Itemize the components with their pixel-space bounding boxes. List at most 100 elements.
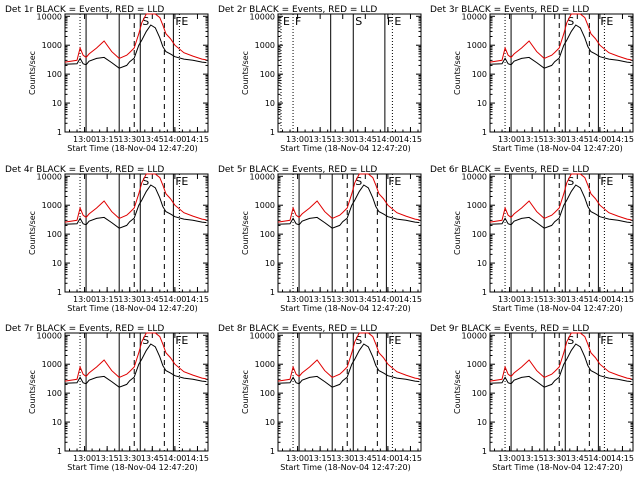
plot-frame bbox=[64, 173, 209, 293]
y-axis-label: Counts/sec bbox=[453, 370, 462, 414]
panel-title: Det 1r BLACK = Events, RED = LLD bbox=[5, 5, 164, 15]
series-line-events bbox=[64, 343, 207, 388]
x-tick-label: 13:15 bbox=[521, 454, 544, 463]
y-axis-label: Counts/sec bbox=[241, 51, 250, 95]
x-tick-label: 13:00 bbox=[498, 135, 521, 144]
y-tick-label: 10000 bbox=[37, 172, 62, 181]
x-axis-label: Start Time (18-Nov-04 12:47:20) bbox=[280, 304, 410, 313]
x-axis-label: Start Time (18-Nov-04 12:47:20) bbox=[492, 304, 622, 313]
x-tick-label: 13:45 bbox=[354, 295, 377, 304]
y-tick-label: 1 bbox=[270, 128, 275, 137]
y-tick-label: 10000 bbox=[462, 172, 487, 181]
y-axis-label: Counts/sec bbox=[28, 211, 37, 255]
x-tick-label: 13:45 bbox=[141, 135, 164, 144]
x-tick-label: 13:30 bbox=[331, 454, 354, 463]
y-tick-label: 10 bbox=[477, 259, 487, 268]
x-axis-label: Start Time (18-Nov-04 12:47:20) bbox=[67, 144, 197, 153]
x-tick-label: 14:00 bbox=[376, 135, 399, 144]
plot-frame bbox=[277, 173, 422, 293]
y-tick-label: 1 bbox=[57, 288, 62, 297]
panel-title: Det 8r BLACK = Events, RED = LLD bbox=[218, 324, 377, 334]
time-marker-label: F bbox=[295, 15, 301, 28]
panel-title: Det 6r BLACK = Events, RED = LLD bbox=[430, 165, 589, 175]
x-axis-label: Start Time (18-Nov-04 12:47:20) bbox=[492, 463, 622, 472]
x-axis-label: Start Time (18-Nov-04 12:47:20) bbox=[492, 144, 622, 153]
x-tick-label: 13:15 bbox=[96, 135, 119, 144]
time-marker-label: F bbox=[175, 175, 181, 188]
time-marker-label: S bbox=[567, 334, 574, 347]
y-tick-label: 100 bbox=[47, 70, 62, 79]
series-line-events bbox=[489, 184, 632, 229]
series-line-lld bbox=[489, 173, 632, 223]
y-tick-label: 10 bbox=[52, 259, 62, 268]
time-marker-label: E bbox=[181, 175, 188, 188]
y-tick-label: 1 bbox=[270, 288, 275, 297]
y-tick-label: 10000 bbox=[37, 331, 62, 340]
y-tick-label: 100 bbox=[260, 230, 275, 239]
x-tick-label: 14:15 bbox=[186, 454, 209, 463]
x-tick-label: 13:30 bbox=[331, 135, 354, 144]
time-marker-label: F bbox=[388, 334, 394, 347]
time-marker-label: F bbox=[600, 334, 606, 347]
x-tick-label: 13:30 bbox=[331, 295, 354, 304]
y-tick-label: 10 bbox=[477, 99, 487, 108]
panel-det-4: Det 4r BLACK = Events, RED = LLD 1 10 100 10… bbox=[5, 165, 209, 313]
x-tick-label: 13:45 bbox=[566, 454, 589, 463]
time-marker-label: S bbox=[142, 334, 149, 347]
series-line-events bbox=[64, 24, 207, 69]
y-axis-label: Counts/sec bbox=[28, 51, 37, 95]
y-tick-label: 1 bbox=[482, 128, 487, 137]
x-tick-label: 14:00 bbox=[163, 295, 186, 304]
y-tick-label: 1 bbox=[57, 128, 62, 137]
x-tick-label: 14:15 bbox=[611, 135, 634, 144]
x-tick-label: 14:00 bbox=[588, 454, 611, 463]
x-tick-label: 13:00 bbox=[286, 135, 309, 144]
y-tick-label: 100 bbox=[472, 70, 487, 79]
x-tick-label: 13:30 bbox=[118, 295, 141, 304]
panel-title: Det 3r BLACK = Events, RED = LLD bbox=[430, 5, 589, 15]
x-tick-label: 13:00 bbox=[498, 295, 521, 304]
x-tick-label: 13:45 bbox=[566, 295, 589, 304]
series-line-events bbox=[64, 184, 207, 229]
time-marker-label: F bbox=[388, 175, 394, 188]
time-marker-label: S bbox=[567, 175, 574, 188]
x-tick-label: 13:15 bbox=[96, 454, 119, 463]
panel-det-3: Det 3r BLACK = Events, RED = LLD 1 10 100 10… bbox=[430, 5, 634, 153]
x-tick-label: 13:00 bbox=[73, 454, 96, 463]
series-line-lld bbox=[277, 332, 420, 382]
x-tick-label: 14:15 bbox=[611, 454, 634, 463]
x-tick-label: 14:15 bbox=[186, 135, 209, 144]
x-tick-label: 13:45 bbox=[354, 135, 377, 144]
time-marker-label: S bbox=[567, 15, 574, 28]
panel-title: Det 2r BLACK = Events, RED = LLD bbox=[218, 5, 377, 15]
x-tick-label: 14:00 bbox=[588, 295, 611, 304]
time-marker-label: E bbox=[606, 334, 613, 347]
x-tick-label: 13:30 bbox=[543, 454, 566, 463]
panel-det-1: Det 1r BLACK = Events, RED = LLD 1 10 100 10… bbox=[5, 5, 209, 153]
x-tick-label: 13:45 bbox=[354, 454, 377, 463]
y-tick-label: 1000 bbox=[467, 201, 487, 210]
series-line-events bbox=[489, 24, 632, 69]
time-marker-label: S bbox=[355, 15, 362, 28]
y-tick-label: 100 bbox=[472, 230, 487, 239]
y-tick-label: 100 bbox=[260, 70, 275, 79]
y-tick-label: 100 bbox=[47, 230, 62, 239]
x-axis-label: Start Time (18-Nov-04 12:47:20) bbox=[67, 463, 197, 472]
panel-title: Det 9r BLACK = Events, RED = LLD bbox=[430, 324, 589, 334]
panel-det-8: Det 8r BLACK = Events, RED = LLD 1 10 100 10… bbox=[218, 324, 422, 472]
x-tick-label: 14:15 bbox=[611, 295, 634, 304]
y-tick-label: 10000 bbox=[462, 12, 487, 21]
x-tick-label: 13:45 bbox=[141, 454, 164, 463]
y-tick-label: 10 bbox=[265, 259, 275, 268]
series-line-events bbox=[277, 343, 420, 388]
y-axis-label: Counts/sec bbox=[453, 211, 462, 255]
series-line-events bbox=[489, 343, 632, 388]
y-tick-label: 1 bbox=[270, 447, 275, 456]
x-tick-label: 13:15 bbox=[96, 295, 119, 304]
y-tick-label: 1000 bbox=[42, 360, 62, 369]
panel-det-5: Det 5r BLACK = Events, RED = LLD 1 10 100 10… bbox=[218, 165, 422, 313]
series-line-lld bbox=[64, 332, 207, 382]
x-tick-label: 14:00 bbox=[588, 135, 611, 144]
